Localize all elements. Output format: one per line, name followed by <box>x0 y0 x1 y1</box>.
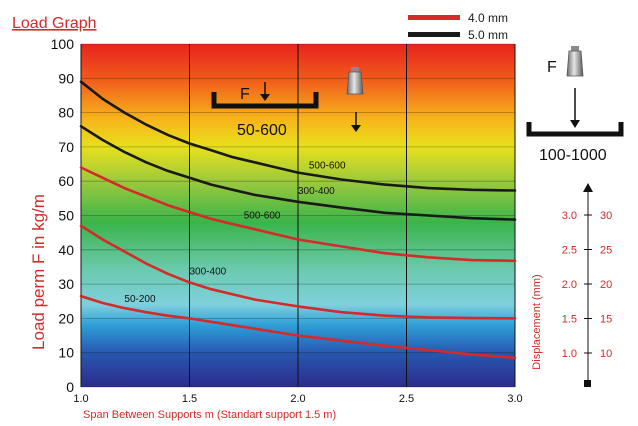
chart-title: Load Graph <box>12 15 97 32</box>
arrow-down-icon <box>351 125 361 132</box>
x-axis-ticks: 1.0 1.5 2.0 2.5 3.0 <box>73 393 522 405</box>
y-axis-label: Load perm F in kg/m <box>29 194 48 350</box>
series-line <box>79 166 517 263</box>
y-tick-label: 90 <box>58 70 74 86</box>
series-label: 300-400 <box>298 186 335 197</box>
displacement-tick-4mm: 1.0 <box>562 348 577 360</box>
y-tick-label: 0 <box>66 379 74 395</box>
x-tick-label: 1.5 <box>182 393 197 405</box>
inset-left-force: F <box>240 86 250 103</box>
displacement-tick-5mm: 10 <box>600 348 612 360</box>
y-tick-label: 50 <box>58 208 74 224</box>
weight-icon <box>566 46 584 77</box>
legend-label-5mm: 5.0 mm <box>468 28 508 42</box>
y-tick-label: 100 <box>51 36 75 52</box>
legend: 4.0 mm 5.0 mm <box>408 11 508 42</box>
series-label: 500-600 <box>244 211 281 222</box>
displacement-tick-4mm: 2.0 <box>562 279 577 291</box>
series-label: 50-200 <box>124 294 156 305</box>
displacement-tick-4mm: 1.5 <box>562 314 577 326</box>
x-tick-label: 3.0 <box>507 393 522 405</box>
legend-label-4mm: 4.0 mm <box>468 11 508 25</box>
series-line <box>79 80 517 192</box>
inset-left: F 50-600 <box>211 67 364 139</box>
x-axis-label: Span Between Supports m (Standart suppor… <box>83 409 336 421</box>
series-label: 500-600 <box>309 160 346 171</box>
y-tick-label: 10 <box>58 345 74 361</box>
y-tick-label: 40 <box>58 242 74 258</box>
series-line <box>79 125 517 221</box>
displacement-tick-4mm: 3.0 <box>562 210 577 222</box>
y-tick-label: 20 <box>58 310 74 326</box>
y-axis-ticks: 0 10 20 30 40 50 60 70 80 90 100 <box>51 36 75 395</box>
x-tick-label: 1.0 <box>73 393 88 405</box>
displacement-tick-5mm: 15 <box>600 314 612 326</box>
x-tick-label: 2.5 <box>399 393 414 405</box>
displacement-tick-4mm: 2.5 <box>562 245 577 257</box>
bracket-left <box>211 92 319 109</box>
series-line <box>79 224 517 320</box>
legend-swatch-5mm <box>408 32 460 37</box>
arrow-up-icon <box>583 183 593 192</box>
inset-right-range: 100-1000 <box>539 147 607 164</box>
inset-left-range: 50-600 <box>237 122 287 139</box>
bracket-right <box>526 122 624 137</box>
arrow-down-icon <box>570 120 580 128</box>
series-line <box>79 294 517 360</box>
displacement-axis: 3.0 30 2.5 25 2.0 20 1.5 15 1.0 10 Displacement (… <box>531 183 612 387</box>
y-tick-label: 80 <box>58 105 74 121</box>
x-tick-label: 2.0 <box>290 393 305 405</box>
displacement-tick-5mm: 25 <box>600 245 612 257</box>
y-tick-label: 70 <box>58 139 74 155</box>
series-label: 300-400 <box>190 266 227 277</box>
arrow-down-icon <box>260 94 270 101</box>
displacement-tick-5mm: 20 <box>600 279 612 291</box>
series-lines: 500-600 300-400 500-600 300-400 50-200 <box>79 80 517 360</box>
inset-right: F 100-1000 <box>526 46 624 164</box>
y-tick-label: 30 <box>58 276 74 292</box>
legend-swatch-4mm <box>408 15 460 20</box>
displacement-tick-5mm: 30 <box>600 210 612 222</box>
weight-icon <box>346 67 364 95</box>
axis-end-marker <box>584 380 591 387</box>
displacement-label: Displacement (mm) <box>531 274 543 369</box>
inset-right-force: F <box>547 59 557 76</box>
y-tick-label: 60 <box>58 173 74 189</box>
